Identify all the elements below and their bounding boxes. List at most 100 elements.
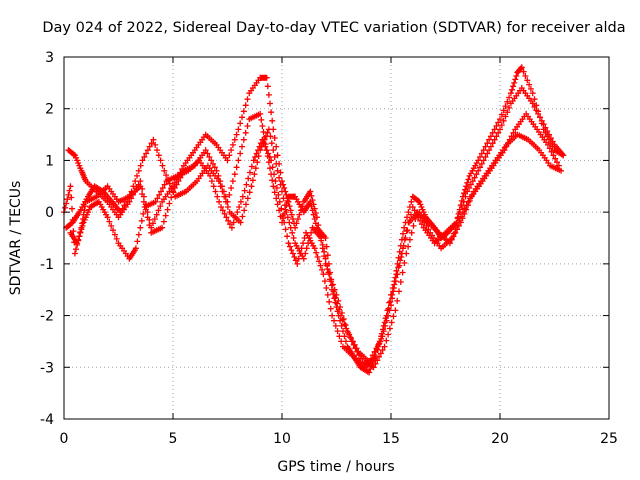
data-point [389,291,396,298]
y-tick-label: 2 [45,102,54,118]
data-point [244,195,251,202]
x-tick-label: 25 [600,431,618,447]
data-point [281,202,288,209]
data-point [315,222,322,229]
data-point [134,172,140,179]
data-point [484,140,491,147]
data-point [261,136,268,143]
data-point [320,271,327,278]
data-point [276,174,283,181]
data-point [401,236,408,243]
data-point [221,193,228,200]
data-point [159,162,166,169]
data-point [223,198,229,205]
data-point [268,140,275,147]
data-point [228,147,235,154]
data-point [237,198,244,205]
chart-title: Day 024 of 2022, Sidereal Day-to-day VTE… [42,20,625,36]
data-point [228,185,235,191]
data-point [464,188,471,195]
data-point [385,305,392,312]
data-point [487,133,494,140]
data-point [477,164,483,171]
data-point [124,195,131,202]
data-point [221,210,228,217]
data-point [374,357,381,364]
data-point [329,312,336,319]
data-point [268,157,275,164]
data-point [322,255,329,262]
data-point [493,123,500,129]
data-point [246,189,253,196]
data-point [179,166,186,172]
data-point [535,110,542,117]
data-point [119,205,126,212]
data-point [258,116,265,123]
data-point [138,217,145,224]
data-point [314,254,321,260]
axis-ticks [63,56,610,420]
data-point [462,193,469,200]
data-point [266,154,273,160]
data-point [267,100,273,107]
data-point [218,204,224,210]
data-point [330,288,337,295]
data-point [397,257,404,264]
data-point [507,90,514,97]
data-point [390,313,397,320]
data-point [461,210,468,217]
data-point [323,285,330,291]
data-point [558,167,564,174]
data-point [225,217,232,224]
data-point [70,151,77,158]
data-point [110,227,116,234]
data-point [139,157,146,164]
data-point [141,154,148,160]
data-point [143,150,150,157]
data-point [128,188,135,195]
data-point [157,157,164,164]
data-point [403,250,410,257]
data-point [121,202,128,209]
data-point [366,369,373,376]
data-point [329,281,336,288]
data-point [531,96,538,103]
data-point [392,278,399,285]
data-point [495,129,502,136]
data-point [554,159,560,166]
data-point [231,136,238,143]
data-point [155,207,162,214]
data-point [310,201,317,208]
data-point [132,178,139,185]
data-point [166,180,173,187]
data-point [457,219,464,226]
data-point [219,207,226,214]
data-point [273,185,280,191]
data-point [289,216,296,222]
data-point [244,123,251,129]
data-point [106,218,113,225]
data-point [152,198,159,205]
data-point [240,108,247,115]
data-point [484,150,491,157]
data-point [236,204,243,210]
data-point [296,211,303,218]
data-point [324,262,331,269]
data-point [277,181,284,188]
data-point [275,191,282,198]
data-point [498,122,505,129]
data-point [381,319,388,326]
data-point [313,214,320,221]
data-point [216,198,223,205]
data-point [448,236,455,243]
data-point [336,306,342,313]
y-tick-labels: -4 -3 -2 -1 0 1 2 3 [40,50,54,428]
data-point [269,177,276,184]
data-point [555,162,562,169]
data-point [500,107,507,114]
data-point [245,175,252,182]
data-point [285,198,292,205]
data-point [394,271,401,278]
data-point [117,209,124,216]
data-point [339,316,346,323]
